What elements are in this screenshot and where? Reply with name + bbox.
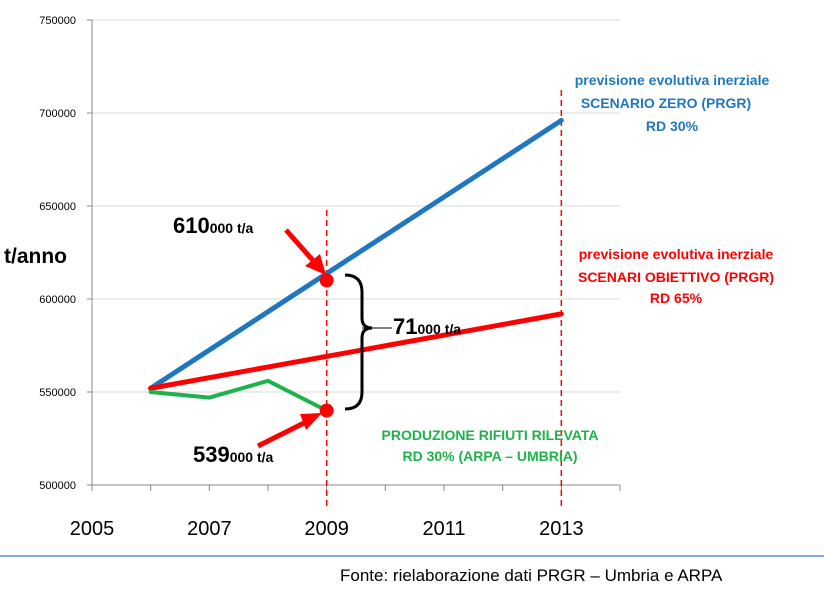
value-top-unit: 000 t/a [210, 220, 254, 236]
red-annotation-line-3: RD 65% [650, 290, 703, 306]
series-lines [148, 117, 564, 413]
arrow-top [284, 228, 326, 275]
series-line-1 [148, 311, 564, 391]
blue-annotation: previsione evolutiva inerziale SCENARIO … [575, 72, 770, 134]
y-tick-label: 650000 [39, 201, 76, 213]
reference-vlines [325, 90, 563, 510]
value-diff: 71000 t/a [393, 314, 461, 339]
highlight-point-0 [319, 273, 334, 288]
y-tick-label: 600000 [39, 294, 76, 306]
source-note: Fonte: rielaborazione dati PRGR – Umbria… [340, 566, 723, 585]
value-bottom-number: 539 [193, 442, 230, 467]
highlight-point-1 [319, 403, 334, 418]
value-diff-number: 71 [393, 314, 417, 339]
difference-bracket [344, 273, 373, 411]
red-annotation: previsione evolutiva inerziale SCENARI O… [578, 246, 774, 306]
series-end-marker-1 [559, 311, 564, 316]
y-tick-label: 700000 [39, 108, 76, 120]
y-tick-label: 500000 [39, 480, 76, 492]
red-annotation-line-2: SCENARI OBIETTIVO (PRGR) [578, 269, 774, 285]
green-annotation: PRODUZIONE RIFIUTI RILEVATA RD 30% (ARPA… [382, 427, 599, 464]
y-axis-label: t/anno [4, 245, 67, 268]
series-line-2 [148, 378, 329, 413]
series-end-marker-0 [559, 118, 564, 123]
series-line-0 [148, 117, 564, 391]
value-top: 610000 t/a [173, 213, 254, 238]
x-tick-label: 2007 [187, 518, 232, 540]
green-annotation-line-1: PRODUZIONE RIFIUTI RILEVATA [382, 427, 599, 443]
value-diff-unit: 000 t/a [417, 321, 461, 337]
highlight-points [319, 273, 334, 418]
x-tick-label: 2005 [70, 518, 115, 540]
blue-annotation-line-1: previsione evolutiva inerziale [575, 72, 770, 88]
y-tick-labels: 500000 550000 600000 650000 700000 750000 [39, 15, 76, 492]
arrow-bottom [256, 413, 322, 449]
blue-annotation-line-2: SCENARIO ZERO (PRGR) [581, 95, 751, 111]
grid-lines [87, 19, 620, 486]
x-tick-label: 2013 [539, 518, 584, 540]
green-annotation-line-2: RD 30% (ARPA – UMBRIA) [402, 448, 577, 464]
red-annotation-line-1: previsione evolutiva inerziale [579, 246, 774, 262]
x-tick-labels: 2005 2007 2009 2011 2013 [70, 518, 584, 540]
x-tick-label: 2011 [422, 518, 465, 540]
value-bottom-unit: 000 t/a [230, 449, 274, 465]
y-tick-label: 550000 [39, 387, 76, 399]
x-tick-label: 2009 [304, 518, 349, 540]
value-top-number: 610 [173, 213, 210, 238]
blue-annotation-line-3: RD 30% [646, 118, 699, 134]
value-bottom: 539000 t/a [193, 442, 274, 467]
y-tick-label: 750000 [39, 15, 76, 27]
